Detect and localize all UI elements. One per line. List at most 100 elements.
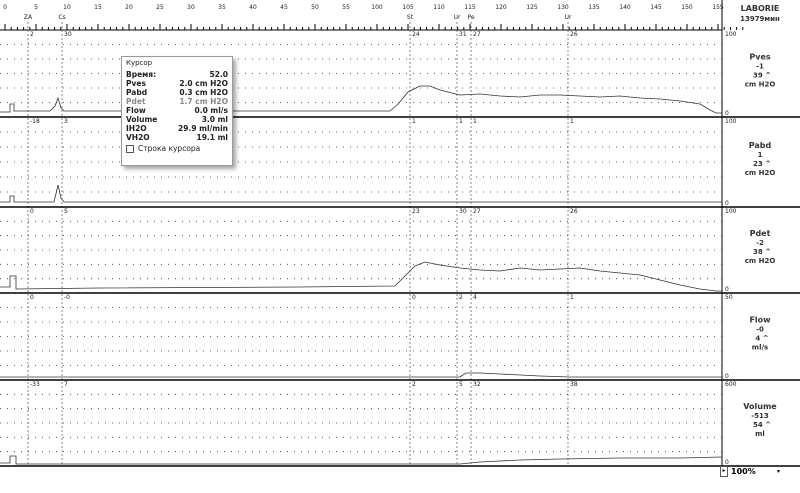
row-value: 0.3 cm H2O: [179, 88, 228, 97]
ruler-label: 135: [588, 4, 600, 11]
cursor-line-checkbox[interactable]: Строка курсора: [122, 142, 232, 155]
scale-bottom: 0: [725, 373, 729, 380]
marker-value: -33: [30, 381, 40, 388]
zoom-dropdown[interactable]: ▾: [776, 468, 780, 475]
marker-value: 4: [473, 294, 477, 301]
zoom-select[interactable]: ▸ 100% ▾: [720, 466, 780, 477]
marker-value: 31: [459, 31, 467, 38]
ruler-label: 25: [156, 4, 164, 11]
channel-value: 38 ^: [753, 248, 771, 256]
channel-value: 4 ^: [755, 335, 768, 343]
channel-offset: -2: [756, 239, 764, 247]
marker-value: 5: [459, 381, 463, 388]
time-ruler: [0, 0, 800, 30]
ruler-label: 40: [249, 4, 257, 11]
ruler-label: 130: [557, 4, 569, 11]
tooltip-row: IH2O 29.9 ml/min: [122, 124, 232, 133]
channel-unit: cm H2O: [745, 81, 776, 89]
channel-offset: -513: [751, 412, 769, 420]
marker-value: 0: [30, 294, 34, 301]
scale-top: 600: [725, 381, 737, 388]
cursor-tooltip: Курсор Время: 52.0 Pves 2.0 cm H2O Pabd 0.3 c…: [121, 56, 233, 166]
marker-value: 32: [473, 381, 481, 388]
row-label: Pdet: [126, 97, 146, 106]
event-label: Pe: [467, 14, 474, 21]
ruler-label: 15: [94, 4, 102, 11]
marker-value: 5: [64, 208, 68, 215]
marker-value: 27: [473, 31, 481, 38]
tooltip-row: Volume 3.0 ml: [122, 115, 232, 124]
event-label: St: [407, 14, 414, 21]
row-value: 19.1 ml: [196, 133, 228, 142]
ruler-label: 145: [650, 4, 662, 11]
marker-value: 30: [459, 208, 467, 215]
channel-unit: ml: [755, 430, 765, 438]
ruler-label: 45: [280, 4, 288, 11]
channel-name: Pabd: [749, 141, 772, 150]
marker-value: 1: [473, 118, 477, 125]
channel-offset: 1: [758, 151, 763, 159]
channel-value: 54 ^: [753, 421, 771, 429]
channel-value: 39 ^: [753, 72, 771, 80]
marker-value: 2: [412, 381, 416, 388]
row-value: 52.0: [209, 70, 228, 79]
traces: [0, 85, 723, 465]
row-label: Volume: [126, 115, 158, 124]
ruler-label: 155: [712, 4, 724, 11]
marker-value: 24: [412, 31, 420, 38]
brand: LABORIE: [741, 4, 780, 13]
flow-trace: [0, 372, 722, 378]
ruler-label: 100: [371, 4, 383, 11]
tooltip-row: Pdet 1.7 cm H2O: [122, 97, 232, 106]
scale-top: 50: [725, 294, 733, 301]
row-label: Pabd: [126, 88, 148, 97]
event-label: Cs: [58, 14, 65, 21]
marker-value: -18: [30, 118, 40, 125]
scale-top: 100: [725, 31, 737, 38]
ruler-label: 125: [526, 4, 538, 11]
ruler-label: 30: [187, 4, 195, 11]
scale-bottom: 0: [725, 200, 729, 207]
row-value: 0.0 ml/s: [194, 106, 229, 115]
row-label: Pves: [126, 79, 146, 88]
ruler-label: 110: [433, 4, 445, 11]
row-value: 3.0 ml: [201, 115, 228, 124]
marker-value: 2: [30, 31, 34, 38]
channel-unit: cm H2O: [745, 169, 776, 177]
ruler-label: 150: [681, 4, 693, 11]
marker-value: 3: [64, 118, 68, 125]
scroll-arrow[interactable]: ▸: [720, 466, 728, 477]
ruler-label: 115: [464, 4, 476, 11]
row-label: Время:: [126, 70, 157, 79]
scale-top: 100: [725, 208, 737, 215]
pdet-trace: [0, 261, 722, 292]
channel-value: 23 ^: [753, 160, 771, 168]
row-value: 1.7 cm H2O: [179, 97, 228, 106]
ruler-label: 20: [125, 4, 133, 11]
ruler-label: 140: [619, 4, 631, 11]
marker-value: 1: [459, 118, 463, 125]
marker-value: 1: [570, 294, 574, 301]
row-value: 29.9 ml/min: [178, 124, 228, 133]
tooltip-row: Pabd 0.3 cm H2O: [122, 88, 232, 97]
ruler-label: 10: [63, 4, 71, 11]
ruler-label: 120: [495, 4, 507, 11]
channel-unit: cm H2O: [745, 257, 776, 265]
marker-value: 2: [459, 294, 463, 301]
checkbox-label: Строка курсора: [138, 144, 201, 153]
marker-value: -0: [64, 294, 70, 301]
event-label: Ur: [454, 14, 461, 21]
tooltip-row: Pves 2.0 cm H2O: [122, 79, 232, 88]
session-time: 13979мин: [740, 15, 780, 23]
marker-value: 0: [30, 208, 34, 215]
row-label: VH2O: [126, 133, 150, 142]
channel-name: Pdet: [750, 229, 771, 238]
marker-value: 27: [473, 208, 481, 215]
scale-bottom: 0: [725, 110, 729, 117]
tooltip-row: Flow 0.0 ml/s: [122, 106, 232, 115]
volume-trace: [0, 455, 723, 465]
ruler-label: 35: [218, 4, 226, 11]
row-label: IH2O: [126, 124, 147, 133]
ruler-label: 0: [3, 4, 7, 11]
